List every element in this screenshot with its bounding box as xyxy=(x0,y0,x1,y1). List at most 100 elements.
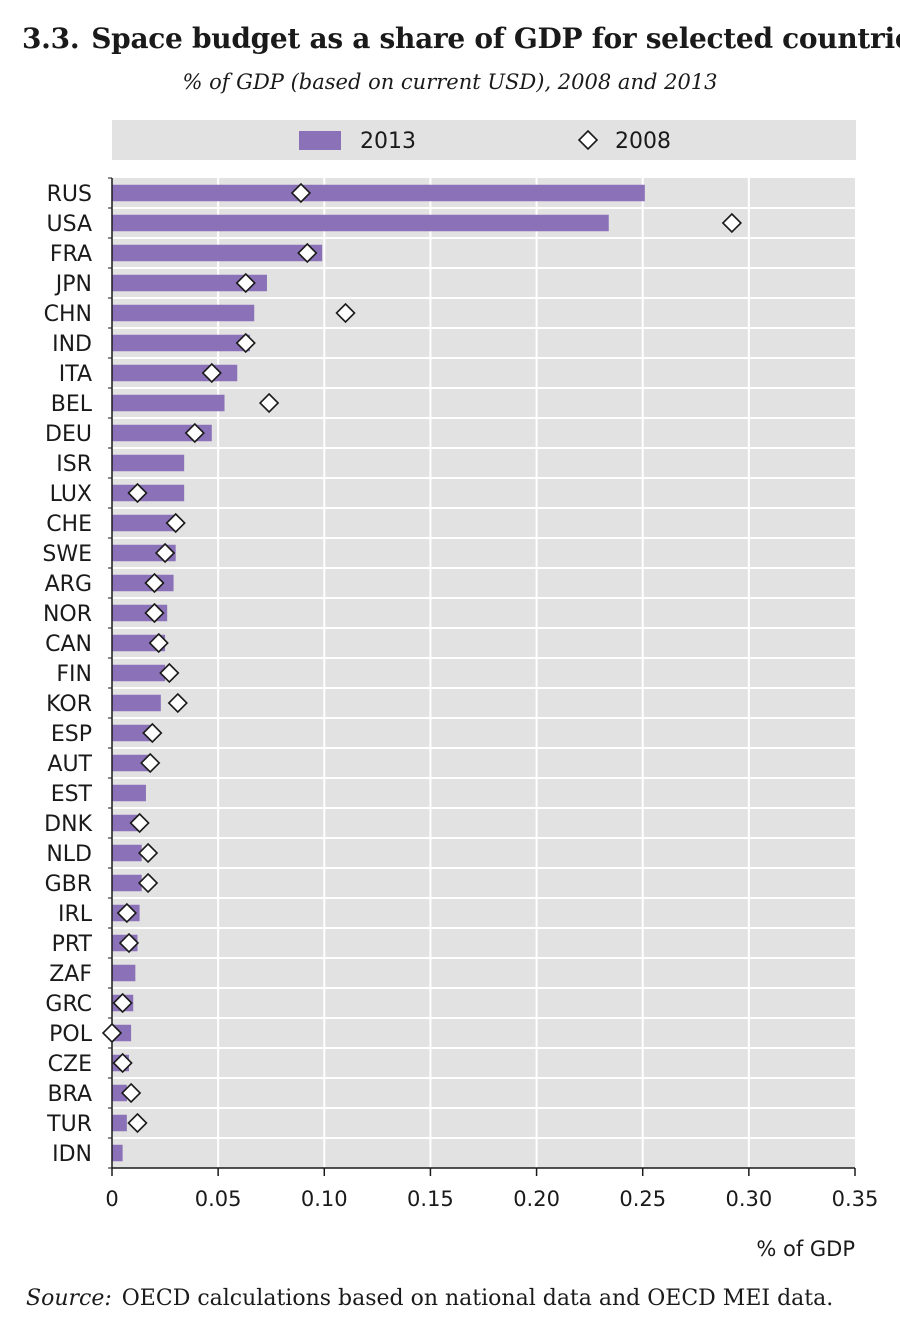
x-tick-label: 0 xyxy=(105,1187,118,1211)
source-text: OECD calculations based on national data… xyxy=(121,1286,834,1311)
category-label: DEU xyxy=(45,422,92,447)
source-label: Source: xyxy=(26,1286,112,1311)
x-tick-label: 0.30 xyxy=(725,1187,772,1211)
bar-2013-BRA xyxy=(112,1084,127,1102)
legend-marker-2008 xyxy=(577,129,599,151)
bar-2013-NLD xyxy=(112,844,142,862)
bar-2013-CAN xyxy=(112,634,166,652)
category-label: PRT xyxy=(52,932,93,957)
marker-2008-CHN xyxy=(335,302,356,324)
category-label: GRC xyxy=(45,992,92,1017)
category-label: CHN xyxy=(44,302,92,327)
bar-2013-FIN xyxy=(112,664,166,682)
marker-2008-NOR xyxy=(144,602,165,624)
category-label: BRA xyxy=(47,1082,92,1107)
category-label: ZAF xyxy=(49,962,92,987)
category-label: NLD xyxy=(46,842,92,867)
x-tick-label: 0.05 xyxy=(195,1187,242,1211)
marker-2008-CAN xyxy=(148,632,169,654)
bar-2013-FRA xyxy=(112,244,323,262)
marker-2008-GBR xyxy=(137,872,159,894)
marker-2008-ARG xyxy=(144,572,165,594)
x-tick-label: 0.35 xyxy=(832,1187,879,1211)
x-tick-label: 0.20 xyxy=(513,1187,560,1211)
marker-2008-FRA xyxy=(297,242,318,264)
x-tick-label: 0.15 xyxy=(407,1187,454,1211)
marker-2008-DEU xyxy=(184,422,205,444)
category-label: ARG xyxy=(45,572,92,597)
bar-2013-BEL xyxy=(112,394,225,412)
bar-2013-LUX xyxy=(112,484,185,502)
category-label: NOR xyxy=(43,602,92,627)
marker-2008-ESP xyxy=(142,722,163,744)
marker-2008-IND xyxy=(235,332,256,354)
marker-2008-AUT xyxy=(140,752,161,774)
category-label: CAN xyxy=(45,632,92,657)
marker-2008-FIN xyxy=(159,662,180,684)
bar-2013-GBR xyxy=(112,874,142,892)
marker-2008-DNK xyxy=(129,812,150,834)
bar-2013-ISR xyxy=(112,454,185,472)
bar-2013-EST xyxy=(112,784,146,802)
x-axis-label: % of GDP xyxy=(756,1237,855,1261)
bar-2013-ESP xyxy=(112,724,151,742)
bar-2013-ZAF xyxy=(112,964,136,982)
bar-2013-RUS xyxy=(112,184,645,202)
category-label: TUR xyxy=(46,1112,92,1137)
category-label: SWE xyxy=(42,542,92,567)
marker-2008-SWE xyxy=(154,542,176,564)
marker-2008-CHE xyxy=(165,512,186,534)
category-label: POL xyxy=(49,1022,93,1047)
category-label: IDN xyxy=(52,1142,92,1167)
category-label: ITA xyxy=(59,362,92,387)
category-label: LUX xyxy=(50,482,92,507)
bar-2013-IDN xyxy=(112,1144,123,1162)
marker-2008-LUX xyxy=(127,482,148,504)
category-label: ISR xyxy=(56,452,92,477)
chart-subtitle: % of GDP (based on current USD), 2008 an… xyxy=(182,70,718,94)
marker-2008-PRT xyxy=(118,932,140,954)
source-note: Source: OECD calculations based on nation… xyxy=(26,1286,833,1311)
category-label: BEL xyxy=(51,392,93,417)
legend-label-2008: 2008 xyxy=(615,129,671,154)
figure-title: Space budget as a share of GDP for selec… xyxy=(91,22,900,55)
category-label: ESP xyxy=(51,722,92,747)
marker-2008-POL xyxy=(101,1022,123,1044)
marker-2008-NLD xyxy=(137,842,159,864)
bar-2013-CHN xyxy=(112,304,255,322)
marker-2008-TUR xyxy=(127,1112,148,1134)
marker-2008-IRL xyxy=(116,902,137,924)
category-label: KOR xyxy=(46,692,92,717)
marker-2008-ITA xyxy=(201,362,222,384)
category-label: JPN xyxy=(54,272,92,297)
bar-2013-JPN xyxy=(112,274,267,292)
chart-title: 3.3. Space budget as a share of GDP for s… xyxy=(22,22,900,55)
x-tick-label: 0.25 xyxy=(619,1187,666,1211)
category-label: IRL xyxy=(58,902,93,927)
bar-2013-DEU xyxy=(112,424,212,442)
legend-label-2013: 2013 xyxy=(360,129,416,154)
marker-2008-BEL xyxy=(258,392,280,414)
x-tick-label: 0.10 xyxy=(301,1187,348,1211)
bar-chart: 2013 2008 RUS USA FRA JPN CHN IND ITA BEL DEU ISR LU… xyxy=(42,120,879,1261)
marker-2008-BRA xyxy=(120,1082,142,1104)
category-label: CHE xyxy=(46,512,92,537)
legend-background xyxy=(112,120,856,160)
marker-2008-GRC xyxy=(112,992,133,1014)
category-label: RUS xyxy=(47,182,92,207)
category-label: EST xyxy=(51,782,93,807)
bar-2013-CHE xyxy=(112,514,178,532)
bar-2013-USA xyxy=(112,214,609,232)
legend-swatch-2013 xyxy=(299,131,341,150)
bar-2013-TUR xyxy=(112,1114,127,1132)
marker-2008-RUS xyxy=(290,182,312,204)
marker-2008-USA xyxy=(721,212,743,234)
category-label: IND xyxy=(52,332,92,357)
marker-2008-KOR xyxy=(167,692,188,714)
marker-2008-JPN xyxy=(235,272,256,294)
category-label: FIN xyxy=(56,662,92,687)
bar-2013-IND xyxy=(112,334,250,352)
bar-2013-KOR xyxy=(112,694,161,712)
category-label: DNK xyxy=(44,812,92,837)
category-label: USA xyxy=(46,212,92,237)
